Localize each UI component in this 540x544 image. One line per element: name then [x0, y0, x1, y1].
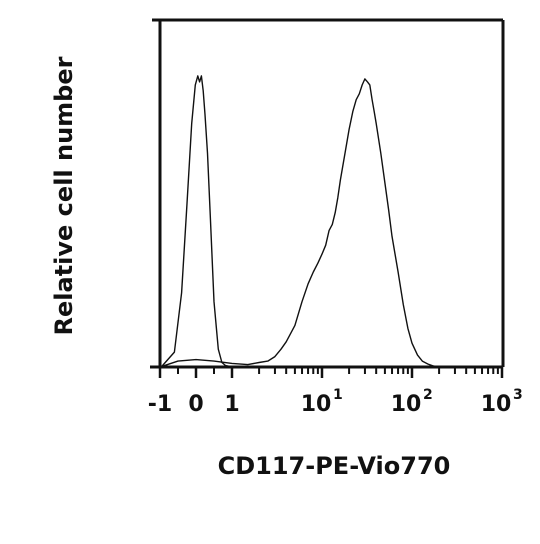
x-tick-label-exponent: 3 — [513, 387, 523, 403]
y-axis-title: Relative cell number — [50, 56, 78, 335]
x-tick-label-exponent: 2 — [423, 387, 433, 403]
plot-layer — [150, 18, 505, 369]
x-tick-label: -1 — [148, 392, 172, 417]
x-tick-label: 10 — [391, 392, 422, 417]
x-tick-label: 10 — [301, 392, 332, 417]
x-axis-title: CD117-PE-Vio770 — [218, 452, 451, 480]
histogram-curve-2 — [161, 78, 438, 368]
tick-layer — [152, 18, 504, 378]
x-tick-label: 1 — [224, 392, 239, 417]
x-tick-label-exponent: 1 — [333, 387, 343, 403]
label-layer: -1 0 1 10 1 10 2 10 3 — [148, 387, 523, 417]
x-tick-label: 10 — [481, 392, 512, 417]
x-tick-label: 0 — [188, 392, 203, 417]
histogram-curve-1 — [161, 75, 231, 368]
